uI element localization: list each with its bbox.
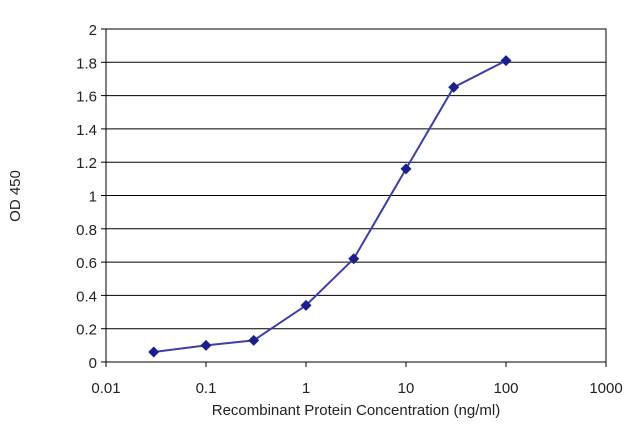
- data-point: [148, 346, 160, 358]
- y-tick-label: 0.6: [76, 255, 97, 272]
- y-tick-label: 1.6: [76, 89, 97, 106]
- grid: [106, 61, 606, 330]
- y-axis: 0 0.2 0.4 0.6 0.8 1 1.2 1.4 1.6 1.8 2: [76, 22, 106, 372]
- series-line: [153, 59, 507, 353]
- data-point: [248, 334, 260, 346]
- y-tick-label: 0.8: [76, 222, 97, 239]
- x-axis: 0.01 0.1 1 10 100 1000: [91, 362, 623, 397]
- y-tick-label: 1.2: [76, 155, 97, 172]
- data-point: [500, 55, 512, 67]
- x-tick-label: 0.01: [91, 380, 120, 397]
- y-tick-label: 1: [89, 189, 97, 206]
- y-tick-label: 0: [89, 355, 97, 372]
- data-point: [448, 81, 460, 93]
- x-tick-label: 10: [398, 380, 415, 397]
- x-axis-title: Recombinant Protein Concentration (ng/ml…: [212, 402, 500, 419]
- x-tick-label: 100: [493, 380, 518, 397]
- y-tick-label: 0.4: [76, 288, 97, 305]
- x-tick-label: 0.1: [196, 380, 217, 397]
- x-tick-label: 1: [302, 380, 310, 397]
- data-point: [300, 299, 312, 311]
- series: [148, 55, 512, 358]
- y-tick-label: 1.8: [76, 55, 97, 72]
- y-tick-label: 1.4: [76, 122, 97, 139]
- data-point: [348, 253, 360, 265]
- y-tick-label: 0.2: [76, 322, 97, 339]
- data-point: [200, 339, 212, 351]
- data-point: [400, 163, 412, 175]
- y-tick-label: 2: [89, 22, 97, 39]
- x-tick-label: 1000: [589, 380, 622, 397]
- y-axis-title: OD 450: [7, 170, 24, 222]
